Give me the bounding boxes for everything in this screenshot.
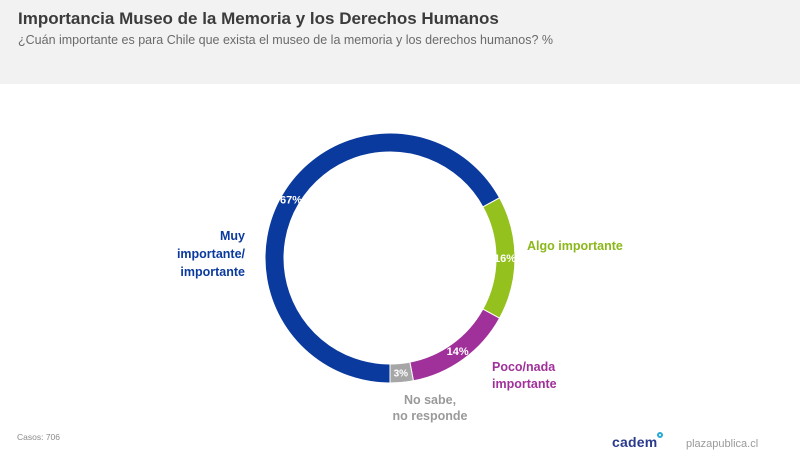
- cases-count: Casos: 706: [17, 432, 60, 442]
- header-band: Importancia Museo de la Memoria y los De…: [0, 0, 800, 84]
- slice-category-label-2: Poco/nada importante: [492, 360, 557, 391]
- slice-2: [409, 308, 501, 382]
- cadem-logo-dot-icon: [657, 432, 663, 438]
- cadem-logo: cadem: [612, 434, 658, 450]
- slice-category-label-0: Muy importante/importante: [177, 229, 246, 279]
- slice-0: [264, 132, 501, 384]
- slice-value-label-2: 14%: [447, 346, 469, 358]
- slice-value-label-3: 3%: [394, 368, 409, 379]
- source-site: plazapublica.cl: [686, 438, 759, 450]
- slice-category-label-3: No sabe, no responde: [392, 393, 467, 423]
- slice-value-label-1: 16%: [494, 253, 516, 265]
- slice-3: [389, 361, 415, 384]
- slice-category-label-1: Algo importante: [527, 239, 623, 253]
- chart-title: Importancia Museo de la Memoria y los De…: [18, 9, 499, 28]
- chart-subtitle: ¿Cuán importante es para Chile que exist…: [18, 33, 553, 47]
- slice-value-label-0: 67%: [280, 194, 302, 206]
